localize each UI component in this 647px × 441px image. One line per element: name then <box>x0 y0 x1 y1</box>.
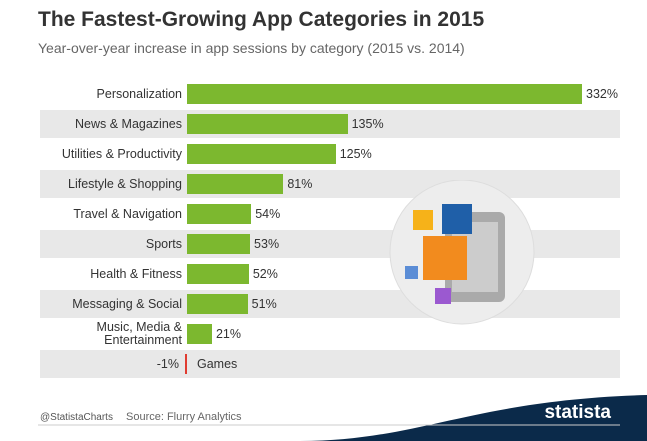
bar <box>187 174 284 194</box>
row: Music, Media & Entertainment 21% <box>40 320 620 348</box>
value-label: 51% <box>251 297 277 311</box>
bar <box>187 294 248 314</box>
category-label: News & Magazines <box>75 116 182 131</box>
row: News & Magazines 135% <box>40 110 620 138</box>
value-label: -1% <box>156 357 179 371</box>
bar <box>187 264 249 284</box>
source: Source: Flurry Analytics <box>126 411 242 423</box>
icon-stopwatch <box>423 236 467 280</box>
bar <box>187 324 212 344</box>
row: Lifestyle & Shopping 81% <box>40 170 620 198</box>
category-label: Lifestyle & Shopping <box>68 176 182 191</box>
brand-wave <box>300 395 647 441</box>
chart-title: The Fastest-Growing App Categories in 20… <box>38 8 485 31</box>
category-label: Travel & Navigation <box>73 206 182 221</box>
credit: @StatistaCharts <box>40 412 113 423</box>
row: Health & Fitness 52% <box>40 260 620 288</box>
row: Messaging & Social 51% <box>40 290 620 318</box>
value-label: 54% <box>255 207 281 221</box>
icon-square <box>405 266 418 279</box>
value-label: 332% <box>586 87 618 101</box>
category-label: Messaging & Social <box>72 296 182 311</box>
value-label: 52% <box>252 267 278 281</box>
value-label: 125% <box>339 147 372 161</box>
category-label: Health & Fitness <box>90 266 182 281</box>
category-label: Personalization <box>96 86 182 101</box>
category-label: Sports <box>145 236 182 251</box>
category-label: Utilities & Productivity <box>61 146 182 161</box>
row: Personalization 332% <box>40 80 620 108</box>
value-label: 53% <box>254 237 280 251</box>
value-label: 135% <box>351 117 384 131</box>
icon-square <box>435 288 451 304</box>
row: Travel & Navigation 54% <box>40 200 620 228</box>
bar <box>187 114 348 134</box>
bar <box>187 84 582 104</box>
value-label: 81% <box>287 177 313 191</box>
illustration <box>389 180 535 325</box>
brand-logo: statista <box>544 402 611 423</box>
chart-subtitle: Year-over-year increase in app sessions … <box>38 40 465 56</box>
row: Utilities & Productivity 125% <box>40 140 620 168</box>
icon-square <box>442 204 472 234</box>
value-label: 21% <box>215 327 242 341</box>
bar <box>187 204 252 224</box>
bar <box>185 354 187 374</box>
category-label: Music, Media & Entertainment <box>96 320 182 347</box>
bar <box>187 144 336 164</box>
category-label: Games <box>197 356 238 371</box>
row: -1% Games <box>40 350 620 378</box>
bar <box>187 234 251 254</box>
icon-square <box>413 210 433 230</box>
footer-band <box>38 395 647 441</box>
